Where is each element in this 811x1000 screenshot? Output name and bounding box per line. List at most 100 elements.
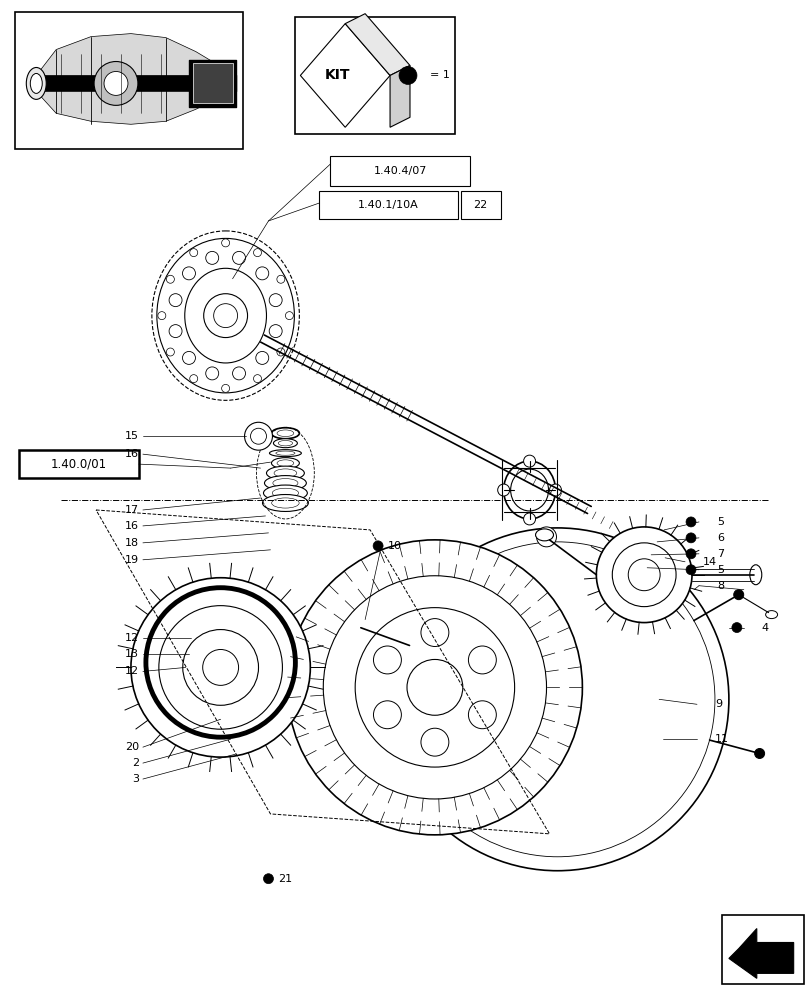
- Circle shape: [232, 251, 245, 264]
- Text: 10: 10: [388, 541, 401, 551]
- Circle shape: [467, 607, 487, 627]
- Text: 1.40.1/10A: 1.40.1/10A: [358, 200, 418, 210]
- Circle shape: [263, 874, 273, 884]
- Circle shape: [753, 748, 764, 758]
- Text: 8: 8: [716, 581, 723, 591]
- Bar: [319, 191, 457, 219]
- Polygon shape: [389, 65, 410, 127]
- Circle shape: [626, 772, 646, 792]
- Text: 6: 6: [716, 533, 723, 543]
- Circle shape: [535, 677, 579, 721]
- Circle shape: [159, 606, 282, 729]
- Circle shape: [255, 267, 268, 280]
- Text: 16: 16: [125, 449, 139, 459]
- Circle shape: [628, 559, 659, 591]
- Circle shape: [595, 527, 691, 623]
- Ellipse shape: [26, 67, 46, 99]
- Circle shape: [685, 549, 695, 559]
- Ellipse shape: [273, 439, 297, 448]
- Circle shape: [372, 541, 383, 551]
- Ellipse shape: [277, 430, 294, 437]
- Circle shape: [650, 639, 670, 659]
- Polygon shape: [36, 34, 235, 75]
- Circle shape: [221, 239, 230, 247]
- Circle shape: [685, 533, 695, 543]
- Circle shape: [131, 578, 310, 757]
- Circle shape: [536, 527, 556, 547]
- Circle shape: [385, 528, 728, 871]
- Circle shape: [190, 375, 197, 383]
- Circle shape: [601, 588, 620, 608]
- Ellipse shape: [510, 469, 548, 511]
- Ellipse shape: [264, 476, 306, 491]
- Circle shape: [253, 375, 261, 383]
- Text: 12: 12: [125, 633, 139, 643]
- Circle shape: [420, 728, 448, 756]
- Text: 16: 16: [125, 521, 139, 531]
- Bar: [295, 17, 454, 134]
- Text: 13: 13: [125, 649, 139, 659]
- Ellipse shape: [272, 479, 298, 488]
- Circle shape: [204, 294, 247, 338]
- Ellipse shape: [503, 461, 555, 519]
- Polygon shape: [728, 929, 792, 978]
- Text: 12: 12: [125, 666, 139, 676]
- Ellipse shape: [271, 428, 299, 439]
- Circle shape: [355, 623, 365, 633]
- Circle shape: [468, 701, 496, 729]
- Ellipse shape: [262, 495, 308, 511]
- Circle shape: [190, 249, 197, 257]
- Circle shape: [373, 646, 401, 674]
- Circle shape: [659, 709, 680, 729]
- Circle shape: [444, 740, 464, 760]
- Polygon shape: [36, 91, 235, 124]
- Circle shape: [169, 294, 182, 307]
- Ellipse shape: [638, 553, 659, 563]
- Bar: [461, 191, 500, 219]
- Text: 5: 5: [716, 517, 723, 527]
- Circle shape: [685, 517, 695, 527]
- Circle shape: [493, 791, 513, 810]
- Circle shape: [398, 66, 417, 84]
- Circle shape: [549, 484, 560, 496]
- Circle shape: [182, 630, 258, 705]
- Circle shape: [420, 619, 448, 646]
- Ellipse shape: [276, 451, 294, 455]
- Circle shape: [512, 654, 602, 744]
- Circle shape: [563, 803, 582, 823]
- Ellipse shape: [535, 529, 553, 541]
- Text: 1.40.4/07: 1.40.4/07: [373, 166, 427, 176]
- Circle shape: [277, 275, 285, 283]
- Text: KIT: KIT: [324, 68, 350, 82]
- Circle shape: [244, 422, 272, 450]
- Circle shape: [733, 590, 743, 600]
- Circle shape: [232, 367, 245, 380]
- Text: 5: 5: [716, 565, 723, 575]
- Text: 3: 3: [131, 774, 139, 784]
- Circle shape: [485, 628, 629, 771]
- Circle shape: [205, 367, 218, 380]
- Text: 21: 21: [278, 874, 292, 884]
- Text: 15: 15: [125, 431, 139, 441]
- Ellipse shape: [185, 268, 266, 363]
- Circle shape: [169, 325, 182, 338]
- Circle shape: [287, 540, 581, 835]
- Circle shape: [497, 484, 509, 496]
- Circle shape: [468, 646, 496, 674]
- Ellipse shape: [765, 611, 777, 619]
- Circle shape: [94, 62, 138, 105]
- Circle shape: [166, 275, 174, 283]
- Bar: [721, 915, 803, 984]
- Circle shape: [213, 304, 238, 328]
- Ellipse shape: [272, 498, 298, 508]
- Circle shape: [203, 649, 238, 685]
- Circle shape: [182, 351, 195, 364]
- Text: 11: 11: [714, 734, 728, 744]
- Circle shape: [354, 608, 514, 767]
- Circle shape: [277, 348, 285, 356]
- Circle shape: [253, 249, 261, 257]
- Circle shape: [523, 513, 535, 525]
- Circle shape: [611, 543, 676, 607]
- Circle shape: [373, 701, 401, 729]
- Text: 19: 19: [125, 555, 139, 565]
